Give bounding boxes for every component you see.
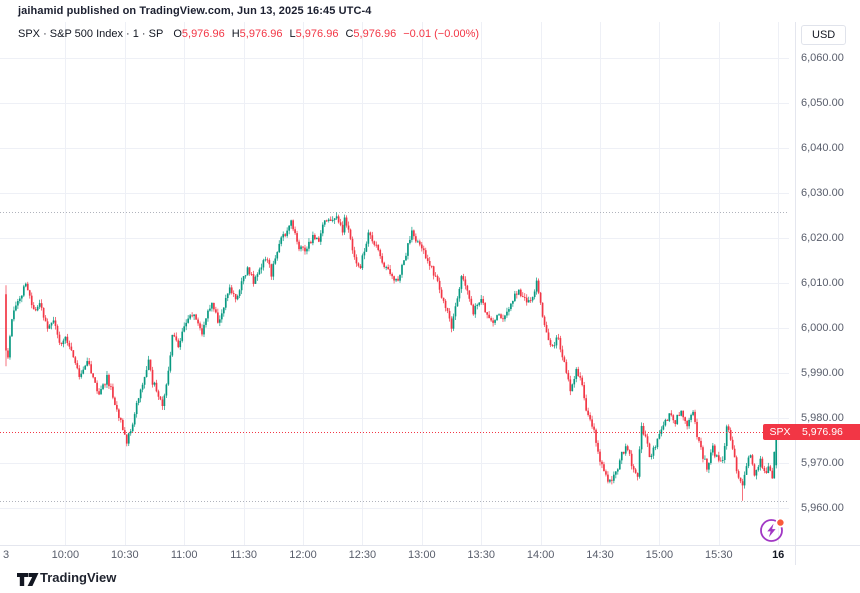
change-value: −0.01 (−0.00%) bbox=[403, 28, 480, 40]
price-axis-label: 5,980.00 bbox=[801, 412, 844, 424]
price-axis-label: 6,050.00 bbox=[801, 97, 844, 109]
time-axis-label: 13:00 bbox=[408, 549, 436, 561]
publish-attribution: jaihamid published on TradingView.com, J… bbox=[18, 5, 372, 17]
price-axis-label: 6,060.00 bbox=[801, 52, 844, 64]
low-value: L5,976.96 bbox=[289, 28, 339, 40]
last-price-symbol-tag: SPX bbox=[763, 424, 797, 440]
time-axis-label: 14:30 bbox=[586, 549, 614, 561]
time-axis-label: 10:30 bbox=[111, 549, 139, 561]
price-axis-label: 6,030.00 bbox=[801, 187, 844, 199]
time-axis-label: 14:00 bbox=[526, 549, 555, 561]
time-axis-label: 15:30 bbox=[705, 549, 733, 561]
time-axis-border bbox=[0, 545, 860, 546]
time-axis-label: 3 bbox=[2, 549, 10, 561]
time-axis-label: 15:00 bbox=[645, 549, 674, 561]
high-value: H5,976.96 bbox=[231, 28, 283, 40]
price-axis-label: 6,040.00 bbox=[801, 142, 844, 154]
time-axis-label: 12:30 bbox=[348, 549, 377, 561]
open-value: O5,976.96 bbox=[173, 28, 225, 40]
lightning-bolt-glyph bbox=[767, 523, 776, 538]
last-price-tag: 5,976.96 bbox=[796, 424, 860, 440]
price-axis-label: 6,010.00 bbox=[801, 277, 844, 289]
candlestick-chart-canvas[interactable] bbox=[0, 22, 860, 545]
time-axis-label: 11:30 bbox=[230, 549, 257, 561]
symbol-title[interactable]: SPX · S&P 500 Index · 1 · SP bbox=[18, 28, 164, 40]
time-axis-label: 16 bbox=[772, 549, 785, 561]
tradingview-logo-icon[interactable] bbox=[17, 572, 39, 587]
time-axis-label: 13:30 bbox=[467, 549, 495, 561]
currency-unit-button[interactable]: USD bbox=[801, 25, 847, 45]
price-axis-label: 6,000.00 bbox=[801, 322, 844, 334]
price-axis-border bbox=[795, 22, 796, 565]
tradingview-wordmark[interactable]: TradingView bbox=[40, 570, 117, 585]
attribution-bar: TradingView bbox=[0, 565, 860, 593]
price-axis-label: 6,020.00 bbox=[801, 232, 844, 244]
time-axis-label: 12:00 bbox=[289, 549, 317, 561]
symbol-legend[interactable]: SPX · S&P 500 Index · 1 · SP O5,976.96 H5,… bbox=[18, 28, 479, 40]
notification-dot bbox=[777, 519, 784, 526]
price-axis-label: 5,970.00 bbox=[801, 457, 844, 469]
streaming-flash-icon[interactable] bbox=[755, 513, 789, 547]
time-axis-label: 11:00 bbox=[170, 549, 198, 561]
time-axis-label: 10:00 bbox=[51, 549, 80, 561]
close-value: C5,976.96 bbox=[345, 28, 397, 40]
price-axis-label: 5,990.00 bbox=[801, 367, 844, 379]
price-axis-label: 5,960.00 bbox=[801, 502, 844, 514]
